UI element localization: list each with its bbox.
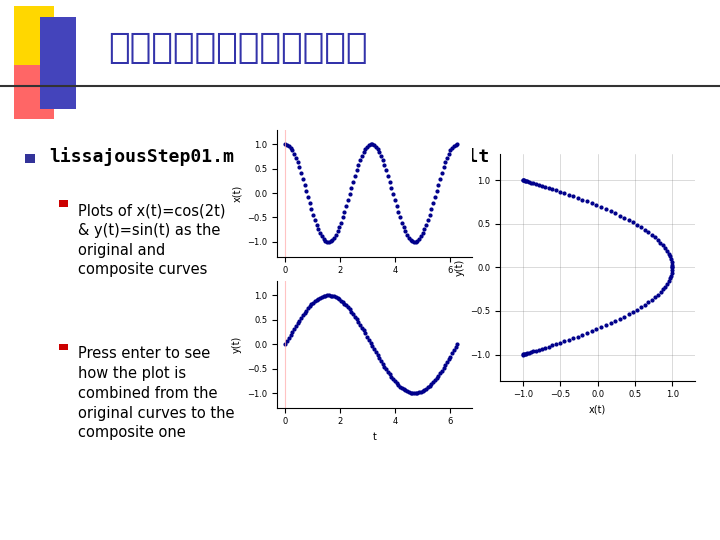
Text: 描點作圖以產生利薩茹曲線: 描點作圖以產生利薩茹曲線 [108,31,367,64]
FancyBboxPatch shape [25,154,35,163]
X-axis label: t: t [372,281,377,291]
FancyBboxPatch shape [40,17,76,109]
Y-axis label: y(t): y(t) [232,336,242,353]
Y-axis label: x(t): x(t) [232,185,242,201]
FancyBboxPatch shape [59,343,68,350]
Text: Plots of x(t)=cos(2t)
& y(t)=sin(t) as the
original and
composite curves: Plots of x(t)=cos(2t) & y(t)=sin(t) as t… [78,203,225,278]
Text: lissajousStep01.m: lissajousStep01.m [49,147,234,166]
FancyBboxPatch shape [14,65,54,119]
Text: Press enter to see
how the plot is
combined from the
original curves to the
comp: Press enter to see how the plot is combi… [78,346,234,441]
FancyBboxPatch shape [400,154,410,163]
X-axis label: x(t): x(t) [589,405,606,415]
Y-axis label: y(t): y(t) [455,259,465,276]
X-axis label: t: t [372,432,377,442]
FancyBboxPatch shape [59,200,68,207]
FancyBboxPatch shape [14,6,54,65]
Text: Result: Result [425,148,490,166]
